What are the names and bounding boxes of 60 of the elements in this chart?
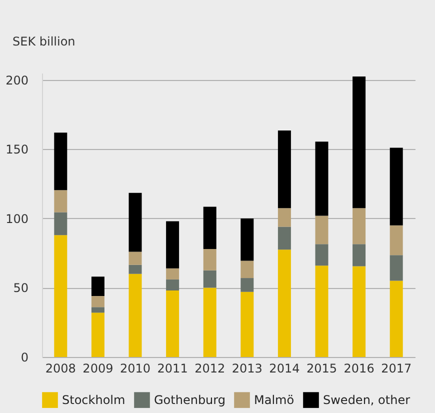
bar <box>278 250 291 357</box>
x-tick-label: 2010 <box>120 362 151 376</box>
legend-label: Malmö <box>254 393 294 408</box>
x-tick-label: 2012 <box>194 362 226 376</box>
bar <box>166 221 180 268</box>
legend-label: Sweden, other <box>323 393 410 408</box>
bar <box>166 290 180 357</box>
x-tick-label: 2009 <box>82 362 114 376</box>
bar <box>128 274 142 357</box>
y-tick-label: 0 <box>20 350 28 364</box>
bar <box>278 226 291 250</box>
bar <box>128 192 142 252</box>
bar <box>128 264 142 274</box>
bar <box>278 130 291 208</box>
bar <box>390 225 403 256</box>
y-tick-label: 50 <box>13 281 28 296</box>
bar <box>203 288 216 357</box>
bar <box>166 268 180 280</box>
x-tick-label: 2017 <box>381 362 412 376</box>
legend-label: Stockholm <box>62 393 126 408</box>
bar <box>352 208 366 244</box>
legend-label: Gothenburg <box>154 393 226 408</box>
x-tick-label: 2011 <box>157 362 188 376</box>
bar <box>91 296 104 308</box>
bar <box>352 266 366 357</box>
bar <box>315 216 328 244</box>
bar <box>166 279 180 290</box>
bar <box>203 270 216 288</box>
bar <box>352 244 366 266</box>
bar <box>54 212 68 236</box>
x-tick-label: 2008 <box>45 362 76 376</box>
x-tick-label: 2014 <box>269 362 300 376</box>
x-tick-label: 2016 <box>344 362 374 376</box>
bar <box>240 278 254 292</box>
bar <box>240 292 254 357</box>
x-tick-label: 2015 <box>306 362 338 376</box>
bar <box>315 142 328 216</box>
bar <box>203 248 216 270</box>
bar <box>54 190 68 212</box>
bar <box>203 206 216 249</box>
y-tick-label: 100 <box>6 212 28 226</box>
bar <box>390 255 403 281</box>
bar <box>91 307 104 313</box>
bar <box>240 218 254 261</box>
bar <box>128 252 142 265</box>
bar <box>315 266 328 357</box>
bar <box>278 208 291 227</box>
bar <box>352 76 366 208</box>
y-axis-title: SEK billion <box>12 34 76 48</box>
y-tick-label: 150 <box>6 142 28 157</box>
bar <box>91 312 104 357</box>
x-tick-label: 2013 <box>232 362 262 376</box>
bar <box>54 235 68 357</box>
bar <box>91 276 104 296</box>
bar <box>390 148 403 226</box>
bar <box>315 244 328 266</box>
bar <box>240 260 254 278</box>
y-tick-label: 200 <box>6 73 28 88</box>
bar <box>54 132 68 190</box>
bar <box>390 280 403 357</box>
